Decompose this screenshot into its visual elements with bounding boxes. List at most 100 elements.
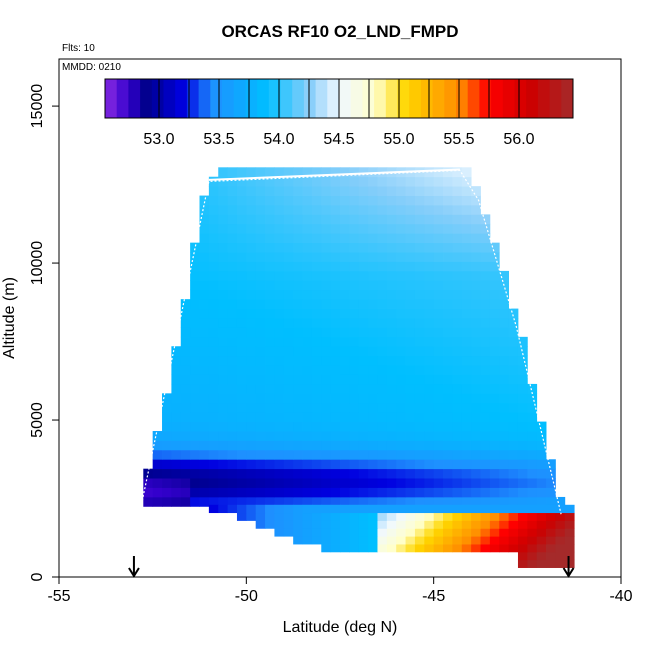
heatmap-cell: [246, 242, 257, 253]
heatmap-cell: [396, 280, 406, 291]
heatmap-cell: [517, 412, 528, 422]
heatmap-cell: [461, 327, 472, 338]
heatmap-cell: [433, 528, 444, 537]
heatmap-cell: [461, 204, 472, 215]
heatmap-cell: [236, 195, 247, 206]
heatmap-cell: [377, 383, 388, 394]
heatmap-cell: [311, 327, 322, 338]
heatmap-cell: [377, 496, 388, 507]
heatmap-cell: [368, 280, 378, 291]
heatmap-cell: [208, 176, 219, 187]
heatmap-cell: [461, 504, 472, 514]
heatmap-cell: [471, 308, 481, 319]
heatmap-cell: [293, 176, 303, 187]
heatmap-cell: [208, 393, 219, 404]
heatmap-cell: [293, 346, 303, 357]
heatmap-cell: [499, 440, 509, 451]
heatmap-cell: [414, 280, 425, 291]
heatmap-cell: [208, 468, 219, 479]
heatmap-cell: [162, 421, 172, 432]
heatmap-cell: [508, 421, 519, 432]
heatmap-cell: [489, 402, 500, 413]
heatmap-cell: [190, 242, 200, 253]
heatmap-cell: [340, 544, 350, 553]
heatmap-cell: [471, 318, 481, 328]
heatmap-cell: [396, 536, 406, 545]
heatmap-cell: [471, 204, 481, 215]
heatmap-cell: [405, 186, 416, 196]
heatmap-cell: [396, 520, 406, 529]
heatmap-cell: [349, 186, 360, 196]
heatmap-cell: [452, 412, 463, 422]
heatmap-cell: [564, 551, 575, 561]
heatmap-cell: [152, 478, 163, 488]
heatmap-cell: [386, 478, 397, 488]
heatmap-cell: [293, 431, 303, 441]
heatmap-cell: [433, 195, 444, 206]
heatmap-cell: [508, 393, 519, 404]
heatmap-cell: [546, 487, 556, 498]
heatmap-cell: [180, 346, 191, 357]
heatmap-cell: [274, 512, 285, 521]
heatmap-cell: [527, 402, 538, 413]
heatmap-cell: [321, 270, 332, 281]
heatmap-cell: [424, 280, 435, 291]
heatmap-cell: [508, 431, 519, 441]
heatmap-cell: [433, 383, 444, 394]
heatmap-cell: [265, 383, 275, 394]
heatmap-cell: [255, 449, 266, 460]
heatmap-cell: [246, 383, 257, 394]
heatmap-cell: [555, 528, 566, 537]
heatmap-cell: [499, 528, 509, 537]
heatmap-cell: [283, 186, 294, 196]
heatmap-cell: [302, 195, 313, 206]
heatmap-cell: [377, 308, 388, 319]
heatmap-cell: [162, 440, 172, 451]
heatmap-cell: [208, 487, 219, 498]
heatmap-cell: [480, 412, 491, 422]
heatmap-cell: [274, 176, 285, 187]
heatmap-cell: [330, 544, 341, 553]
heatmap-cell: [208, 459, 219, 470]
heatmap-cell: [443, 346, 453, 357]
heatmap-cell: [340, 176, 350, 187]
heatmap-cell: [180, 393, 191, 404]
heatmap-cell: [452, 440, 463, 451]
heatmap-cell: [405, 280, 416, 291]
heatmap-cell: [255, 261, 266, 272]
heatmap-cell: [433, 308, 444, 319]
heatmap-cell: [236, 176, 247, 187]
heatmap-cell: [255, 242, 266, 253]
heatmap-cell: [293, 374, 303, 385]
heatmap-cell: [508, 468, 519, 479]
heatmap-cell: [265, 512, 275, 521]
heatmap-cell: [293, 299, 303, 309]
heatmap-cell: [368, 496, 378, 507]
heatmap-cell: [517, 496, 528, 507]
heatmap-cell: [255, 374, 266, 385]
heatmap-cell: [414, 402, 425, 413]
heatmap-cell: [452, 374, 463, 385]
heatmap-cell: [227, 233, 238, 244]
heatmap-cell: [461, 365, 472, 375]
heatmap-cell: [330, 374, 341, 385]
heatmap-cell: [536, 440, 547, 451]
heatmap-cell: [358, 487, 369, 498]
heatmap-cell: [302, 520, 313, 529]
heatmap-cell: [311, 412, 322, 422]
heatmap-cell: [424, 402, 435, 413]
heatmap-cell: [471, 280, 481, 291]
heatmap-cell: [340, 487, 350, 498]
heatmap-cell: [330, 449, 341, 460]
heatmap-cell: [274, 528, 285, 537]
heatmap-cell: [368, 214, 378, 225]
heatmap-cell: [208, 299, 219, 309]
heatmap-cell: [499, 459, 509, 470]
heatmap-cell: [527, 421, 538, 432]
heatmap-cell: [171, 478, 182, 488]
heatmap-cell: [405, 242, 416, 253]
heatmap-cell: [255, 468, 266, 479]
heatmap-cell: [236, 421, 247, 432]
heatmap-cell: [424, 327, 435, 338]
heatmap-cell: [414, 528, 425, 537]
